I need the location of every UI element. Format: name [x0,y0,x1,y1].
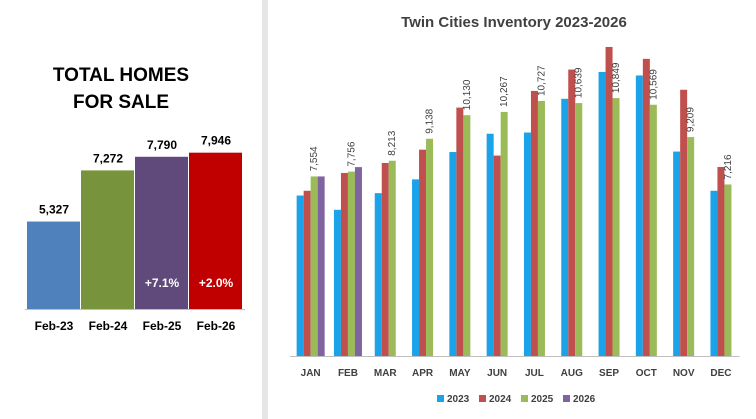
bar-2023 [296,195,304,356]
value-label: 7,756 [346,141,357,166]
bar-2025 [500,111,508,356]
bar-2024 [381,162,389,356]
bar [27,221,80,309]
bar-2025 [612,98,620,356]
legend-swatch-2025 [521,395,528,402]
bar-2024 [456,107,464,357]
bar-2024 [605,46,613,356]
bar-2026 [317,176,325,356]
bar-2025 [649,104,657,356]
total-homes-chart-panel: TOTAL HOMES FOR SALE 5,327 Feb-23 7,272 Feb-2… [0,0,258,419]
change-label: +2.0% [199,276,234,290]
bar-2025 [687,137,695,356]
bar-2023 [449,152,457,356]
category-label: FEB [338,368,358,379]
bar-2023 [412,179,420,356]
value-label: 7,790 [147,138,177,152]
bar [189,152,242,309]
legend-swatch-2026 [563,395,570,402]
bar [135,156,188,309]
bar-2024 [493,155,501,356]
bar-2024 [530,90,538,357]
panel-divider [262,0,268,419]
bar-2026 [354,167,362,356]
value-label: 7,272 [93,151,123,165]
bar-2025 [463,115,471,356]
chart-title-line: FOR SALE [73,92,169,113]
category-label: NOV [673,368,695,379]
chart-title-line: TOTAL HOMES [53,65,189,86]
change-label: +7.1% [145,276,180,290]
value-label: 9,138 [425,108,436,133]
bar-2025 [575,103,583,356]
chart-title: Twin Cities Inventory 2023-2026 [401,14,627,31]
bar-2023 [673,151,681,356]
bar-2024 [717,167,725,356]
category-label: JUN [487,368,507,379]
legend-label: 2024 [489,394,512,405]
value-label: 9,209 [686,107,697,132]
bar-2024 [303,190,311,356]
category-label: JAN [301,368,321,379]
bar-2023 [486,133,494,356]
category-label: Feb-26 [197,319,236,333]
bar-2025 [537,101,545,356]
bar-2023 [598,71,606,357]
bar-2023 [333,209,341,356]
bar-2023 [635,75,643,357]
value-label: 10,849 [611,62,622,93]
category-label: Feb-25 [143,319,182,333]
legend-label: 2023 [447,394,470,405]
value-label: 8,213 [387,130,398,155]
legend-swatch-2023 [437,395,444,402]
category-label: MAR [374,368,398,379]
value-label: 5,327 [39,203,69,217]
legend-swatch-2024 [479,395,486,402]
category-label: JUL [525,368,544,379]
bar-2024 [642,58,650,357]
category-label: MAY [449,368,471,379]
value-label: 7,554 [309,146,320,171]
category-label: DEC [710,368,731,379]
bar-2024 [340,172,348,356]
bar-2024 [419,149,427,356]
value-label: 10,569 [648,69,659,100]
category-label: Feb-23 [35,319,74,333]
value-label: 10,130 [462,79,473,110]
bar-2023 [561,98,569,357]
bar-2023 [710,190,718,356]
category-label: AUG [561,368,583,379]
inventory-chart-panel: Twin Cities Inventory 2023-2026 7,554 JAN 7… [271,0,756,419]
bar-2023 [523,132,531,356]
legend-label: 2025 [531,394,554,405]
bar-2025 [724,184,732,356]
category-label: OCT [636,368,657,379]
legend-label: 2026 [573,394,596,405]
value-label: 10,727 [536,65,547,96]
bar-2023 [374,193,382,356]
value-label: 7,216 [723,154,734,179]
total-homes-chart: TOTAL HOMES FOR SALE 5,327 Feb-23 7,272 Feb-2… [25,65,245,333]
bar-2024 [568,69,576,356]
category-label: Feb-24 [89,319,128,333]
category-label: SEP [599,368,619,379]
bar-2025 [388,160,396,356]
value-label: 10,639 [574,67,585,98]
value-label: 10,267 [499,76,510,107]
inventory-chart: Twin Cities Inventory 2023-2026 7,554 JAN 7… [290,14,740,405]
bar-2025 [426,138,434,356]
bar-2025 [347,171,355,356]
bar-2024 [680,89,688,356]
bar-2025 [310,176,318,356]
category-label: APR [412,368,434,379]
value-label: 7,946 [201,134,231,148]
bar [81,170,134,309]
